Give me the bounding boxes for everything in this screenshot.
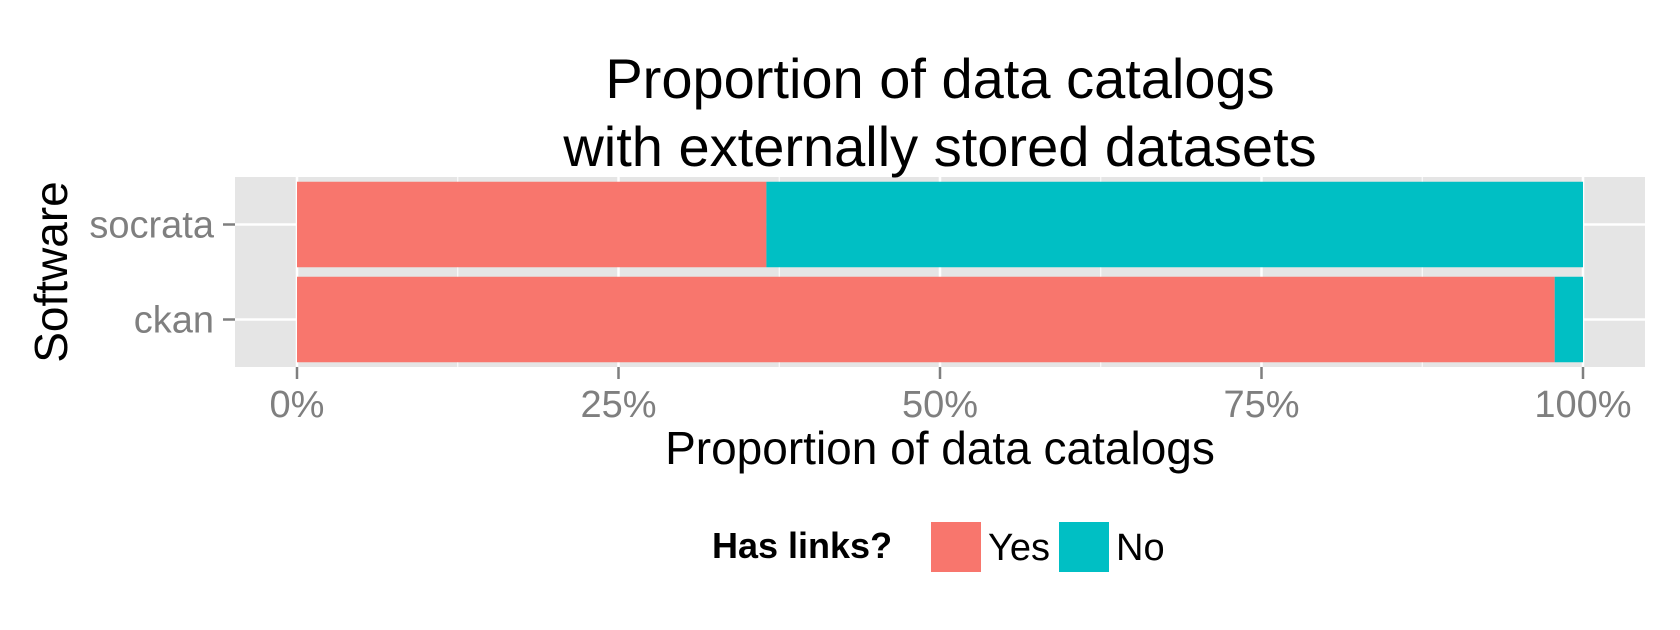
x-tick-label: 0% — [270, 384, 325, 426]
x-tick-label: 25% — [580, 384, 656, 426]
y-tick-label: ckan — [134, 300, 214, 342]
legend-label-no: No — [1116, 527, 1165, 569]
chart-title-line-2: with externally stored datasets — [562, 115, 1316, 178]
x-axis: 0% 25% 50% 75% 100% — [270, 367, 1632, 426]
x-tick-label: 75% — [1223, 384, 1299, 426]
bars — [297, 181, 1583, 363]
legend-title: Has links? — [712, 525, 892, 566]
bar-socrata-no — [766, 181, 1583, 268]
x-tick-label: 50% — [902, 384, 978, 426]
x-axis-title: Proportion of data catalogs — [665, 422, 1215, 474]
chart-title-line-1: Proportion of data catalogs — [605, 47, 1274, 110]
legend: Has links? Yes No — [712, 522, 1165, 572]
y-axis: socrata ckan — [89, 205, 235, 342]
legend-label-yes: Yes — [988, 527, 1050, 569]
bar-ckan-yes — [297, 276, 1555, 363]
legend-key-yes — [931, 522, 981, 572]
y-axis-title: Software — [25, 181, 77, 363]
y-tick-label: socrata — [89, 205, 214, 247]
x-tick-label: 100% — [1534, 384, 1631, 426]
legend-key-no — [1059, 522, 1109, 572]
bar-ckan-no — [1554, 276, 1583, 363]
bar-socrata-yes — [297, 181, 767, 268]
